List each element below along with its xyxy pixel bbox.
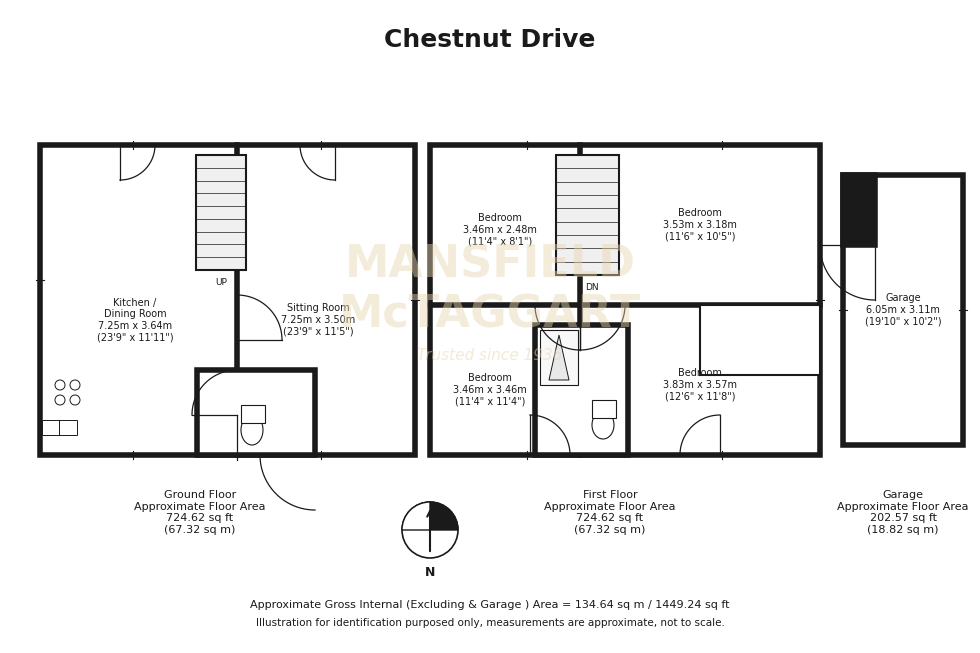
Bar xyxy=(241,405,265,423)
Bar xyxy=(556,155,619,275)
Bar xyxy=(843,175,875,245)
Text: Garage
Approximate Floor Area
202.57 sq ft
(18.82 sq m): Garage Approximate Floor Area 202.57 sq … xyxy=(837,490,969,535)
Text: Ground Floor
Approximate Floor Area
724.62 sq ft
(67.32 sq m): Ground Floor Approximate Floor Area 724.… xyxy=(134,490,266,535)
Circle shape xyxy=(55,395,65,405)
Bar xyxy=(843,175,963,445)
Text: Garage
6.05m x 3.11m
(19'10" x 10'2"): Garage 6.05m x 3.11m (19'10" x 10'2") xyxy=(864,293,942,326)
Circle shape xyxy=(70,380,80,390)
Text: Bedroom
3.46m x 3.46m
(11'4" x 11'4"): Bedroom 3.46m x 3.46m (11'4" x 11'4") xyxy=(453,374,527,407)
Bar xyxy=(196,155,246,270)
Text: N: N xyxy=(424,566,435,579)
Text: DN: DN xyxy=(585,283,599,292)
Bar xyxy=(197,370,315,455)
Text: Kitchen /
Dining Room
7.25m x 3.64m
(23'9" x 11'11"): Kitchen / Dining Room 7.25m x 3.64m (23'… xyxy=(97,298,173,342)
Ellipse shape xyxy=(241,415,263,445)
Circle shape xyxy=(70,395,80,405)
Ellipse shape xyxy=(592,411,614,439)
Text: Bedroom
3.83m x 3.57m
(12'6" x 11'8"): Bedroom 3.83m x 3.57m (12'6" x 11'8") xyxy=(663,368,737,402)
Text: Bedroom
3.46m x 2.48m
(11'4" x 8'1"): Bedroom 3.46m x 2.48m (11'4" x 8'1") xyxy=(464,214,537,247)
Bar xyxy=(42,420,77,435)
Wedge shape xyxy=(402,502,430,530)
Text: MANSFIELD
McTAGGART: MANSFIELD McTAGGART xyxy=(339,244,641,336)
Circle shape xyxy=(55,380,65,390)
Text: First Floor
Approximate Floor Area
724.62 sq ft
(67.32 sq m): First Floor Approximate Floor Area 724.6… xyxy=(544,490,676,535)
Text: Chestnut Drive: Chestnut Drive xyxy=(384,28,596,52)
Text: Sitting Room
7.25m x 3.50m
(23'9" x 11'5"): Sitting Room 7.25m x 3.50m (23'9" x 11'5… xyxy=(281,304,355,336)
Bar xyxy=(535,325,628,455)
Bar xyxy=(40,145,415,455)
Bar xyxy=(540,330,578,385)
Text: Trusted since 1936: Trusted since 1936 xyxy=(417,347,563,362)
Bar xyxy=(430,145,820,455)
Text: Bedroom
3.53m x 3.18m
(11'6" x 10'5"): Bedroom 3.53m x 3.18m (11'6" x 10'5") xyxy=(663,208,737,242)
Polygon shape xyxy=(549,335,569,380)
Wedge shape xyxy=(430,502,458,530)
Text: Illustration for identification purposed only, measurements are approximate, not: Illustration for identification purposed… xyxy=(256,618,724,628)
Bar xyxy=(592,400,616,418)
Bar xyxy=(700,305,820,375)
Text: Approximate Gross Internal (Excluding & Garage ) Area = 134.64 sq m / 1449.24 sq: Approximate Gross Internal (Excluding & … xyxy=(250,600,730,610)
Text: UP: UP xyxy=(215,278,227,287)
